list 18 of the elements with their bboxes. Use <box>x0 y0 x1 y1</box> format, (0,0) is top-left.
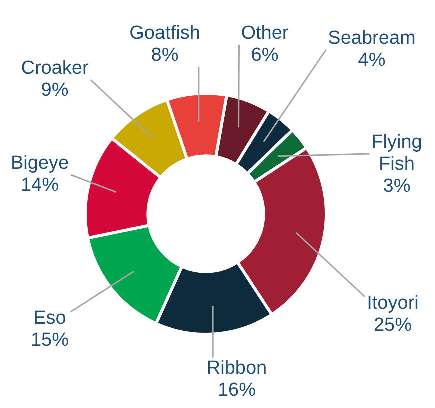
slice-label: Itoyori <box>367 293 419 314</box>
data-label: 15% <box>30 330 70 352</box>
slice-label: Eso <box>34 308 66 330</box>
data-label: 25% <box>374 315 412 336</box>
slice-label: Other <box>241 23 290 44</box>
data-label: 6% <box>251 45 279 66</box>
data-label: 8% <box>151 45 179 66</box>
slice-label: Seabream <box>328 28 416 50</box>
data-label: 4% <box>358 50 386 72</box>
slice-label: Croaker <box>21 58 90 80</box>
slice-label: Bigeye <box>10 153 70 174</box>
data-label: 14% <box>20 175 60 196</box>
slice-label: Ribbon <box>206 358 268 380</box>
data-label: 9% <box>41 80 69 102</box>
slice-label: Flying Fish <box>372 132 422 176</box>
slice-label: Goatfish <box>130 23 200 44</box>
data-label: 16% <box>218 380 256 402</box>
data-label: 3% <box>383 176 411 198</box>
